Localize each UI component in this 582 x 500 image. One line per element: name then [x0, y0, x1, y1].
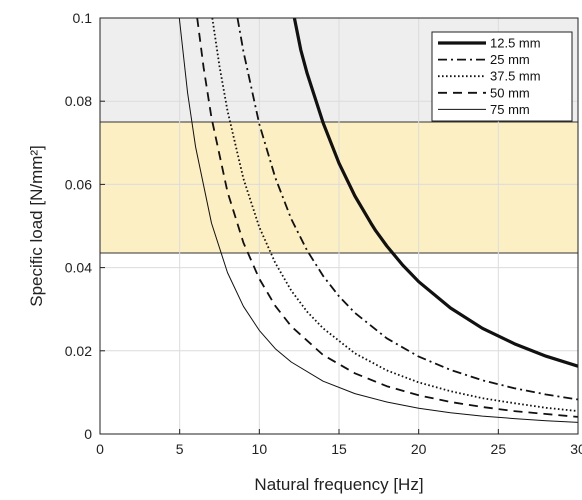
series-line-25-mm: [236, 18, 578, 401]
axis-ticks: 0 5 10 15 20 25 30 0 0.02 0.04 0.06 0.08 0.1: [65, 10, 582, 457]
x-tick-label-4: 20: [411, 441, 427, 457]
x-tick-label-1: 5: [176, 441, 184, 457]
grid-lines: [99, 17, 579, 435]
x-tick-label-3: 15: [331, 441, 347, 457]
legend-label-0: 12.5 mm: [490, 36, 541, 51]
y-tick-label-0: 0: [84, 426, 92, 442]
legend-label-2: 37.5 mm: [490, 69, 541, 84]
y-tick-label-2: 0.04: [65, 260, 92, 276]
series-line-37-5-mm: [211, 18, 578, 412]
y-tick-label-4: 0.08: [65, 93, 92, 109]
y-tick-label-5: 0.1: [73, 10, 93, 26]
series-line-50-mm: [196, 18, 578, 418]
legend-label-4: 75 mm: [490, 102, 530, 117]
x-tick-label-0: 0: [96, 441, 104, 457]
x-tick-label-6: 30: [570, 441, 582, 457]
series-line-12-5-mm: [292, 18, 578, 368]
x-axis-title: Natural frequency [Hz]: [254, 475, 423, 494]
series-line-75-mm: [178, 18, 578, 423]
legend-label-1: 25 mm: [490, 52, 530, 67]
legend-label-3: 50 mm: [490, 85, 530, 100]
y-tick-label-1: 0.02: [65, 343, 92, 359]
x-tick-label-5: 25: [491, 441, 507, 457]
y-axis-title: Specific load [N/mm²]: [27, 145, 46, 307]
x-tick-label-2: 10: [252, 441, 268, 457]
y-tick-label-3: 0.06: [65, 176, 92, 192]
series-lines: [178, 18, 578, 423]
